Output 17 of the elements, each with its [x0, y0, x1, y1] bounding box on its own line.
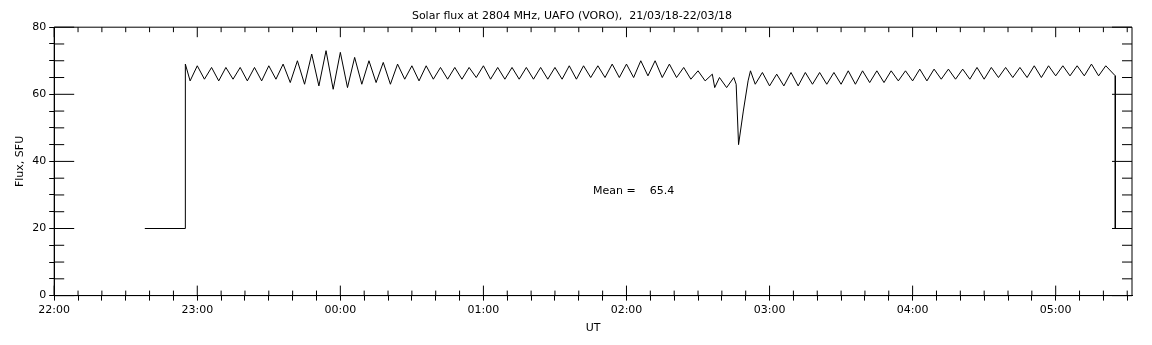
- x-tick-label: 02:00: [610, 303, 643, 317]
- x-tick-label: 23:00: [181, 303, 214, 317]
- y-tick-label: 60: [32, 87, 47, 101]
- annotation: Mean = 65.4: [593, 183, 675, 197]
- y-tick-label: 20: [32, 221, 47, 235]
- x-tick-label: 04:00: [896, 303, 929, 317]
- x-tick-label: 00:00: [324, 303, 357, 317]
- y-tick-label: 0: [39, 288, 47, 302]
- y-tick-label: 80: [32, 20, 47, 34]
- y-axis-title: Flux, SFU: [13, 135, 27, 188]
- x-tick-label: 01:00: [467, 303, 500, 317]
- x-tick-label: 03:00: [753, 303, 786, 317]
- x-tick-label: 22:00: [38, 303, 71, 317]
- y-tick-label: 40: [32, 154, 47, 168]
- chart-title: Solar flux at 2804 MHz, UAFO (VORO), 21/03/18-22/03/18: [411, 9, 733, 23]
- x-tick-label: 05:00: [1039, 303, 1072, 317]
- x-axis-title: UT: [585, 321, 601, 335]
